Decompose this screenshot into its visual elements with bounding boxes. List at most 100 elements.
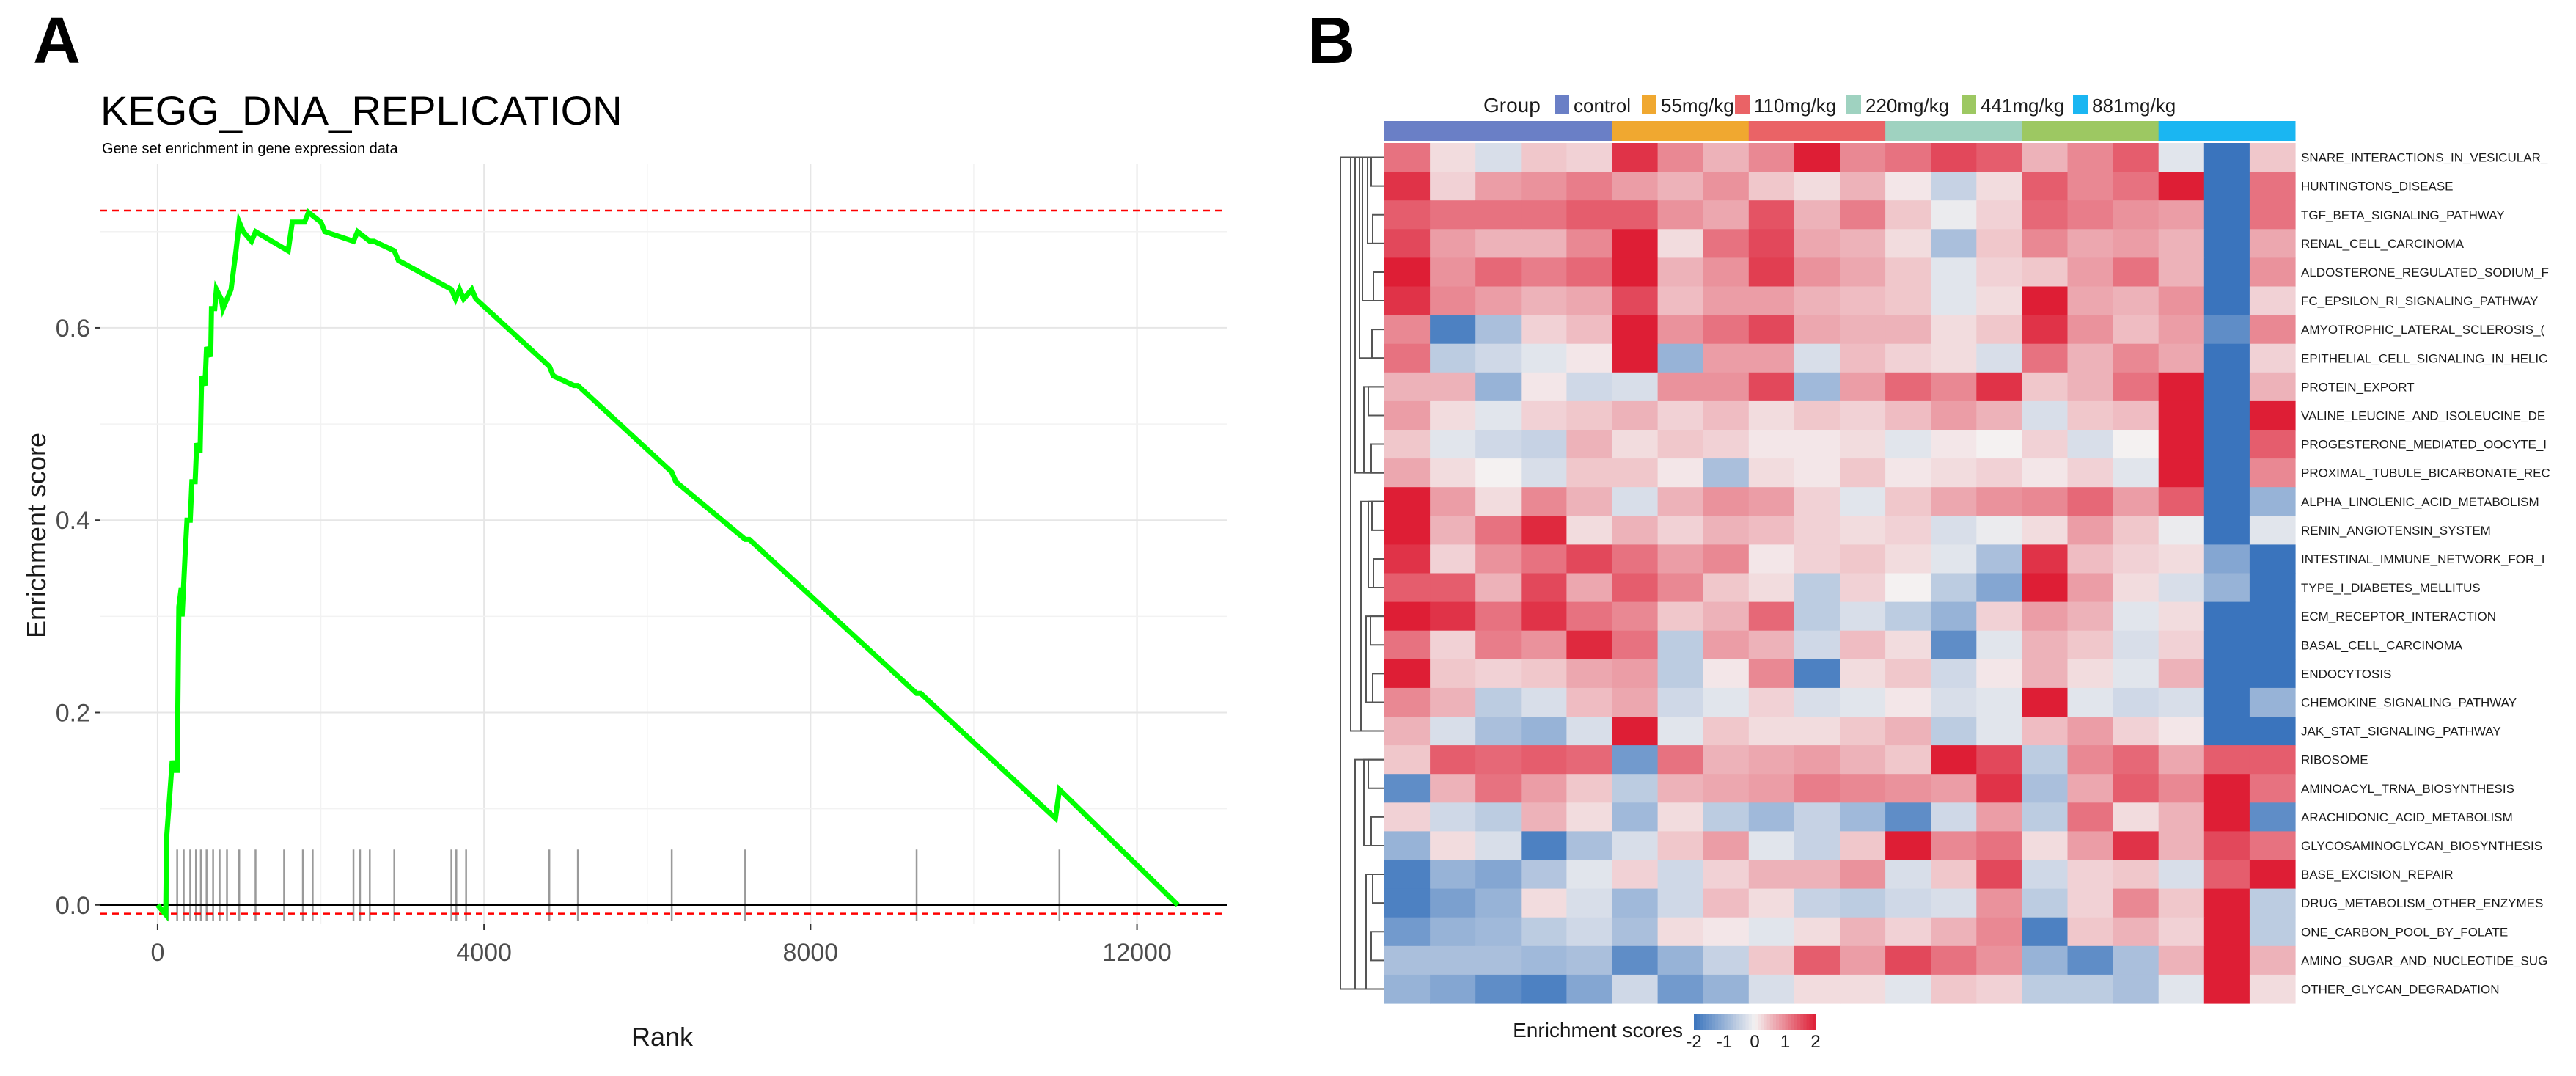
- gsea-ticks: 0 4000 8000 12000 0.0 0.2 0.4 0.6: [56, 315, 1172, 967]
- heatmap-cell: [1566, 717, 1613, 746]
- x-tick-label: 12000: [1102, 939, 1172, 967]
- heatmap-cell: [1748, 544, 1795, 574]
- heatmap-cell: [1931, 544, 1977, 574]
- heatmap-cell: [1566, 917, 1613, 947]
- heatmap-cell: [1703, 172, 1750, 201]
- heatmap-cell: [2022, 831, 2069, 861]
- row-label: VALINE_LEUCINE_AND_ISOLEUCINE_DE: [2301, 409, 2545, 422]
- heatmap-cell: [2022, 974, 2069, 1004]
- heatmap-cell: [2022, 601, 2069, 632]
- heatmap-cell: [1384, 717, 1431, 746]
- x-tick-label: 8000: [783, 939, 839, 967]
- heatmap-cell: [1703, 630, 1750, 660]
- heatmap-cell: [1566, 544, 1613, 574]
- colorbar-segment: [1794, 1014, 1798, 1030]
- heatmap-cell: [1931, 343, 1977, 373]
- group-bar-segment: [1885, 121, 2022, 141]
- heatmap-cell: [1748, 745, 1795, 775]
- heatmap-cell: [1840, 745, 1886, 775]
- heatmap-cell: [1703, 400, 1750, 431]
- heatmap-cell: [2203, 229, 2250, 258]
- heatmap-cell: [1703, 229, 1750, 258]
- row-label: DRUG_METABOLISM_OTHER_ENZYMES: [2301, 896, 2543, 910]
- heatmap-cell: [1840, 860, 1886, 890]
- group-annotation-bar: [1384, 121, 2296, 141]
- colorbar-segment: [1697, 1014, 1700, 1030]
- heatmap-cell: [2113, 200, 2159, 230]
- heatmap-cell: [2022, 945, 2069, 976]
- heatmap-cell: [1566, 659, 1613, 689]
- heatmap-cell: [1612, 172, 1659, 201]
- heatmap-cell: [2113, 888, 2159, 918]
- heatmap-cell: [1748, 315, 1795, 345]
- heatmap-cell: [1794, 774, 1841, 803]
- heatmap-cell: [1703, 945, 1750, 976]
- colorbar-segment: [1711, 1014, 1716, 1030]
- heatmap-cell: [2022, 516, 2069, 545]
- heatmap-cell: [1748, 630, 1795, 660]
- heatmap-cell: [1885, 487, 1931, 516]
- heatmap-cell: [1384, 172, 1431, 201]
- heatmap-cell: [1976, 315, 2022, 345]
- heatmap-cell: [1748, 400, 1795, 431]
- colorbar-tick-label: -1: [1717, 1032, 1732, 1052]
- heatmap-cell: [1521, 372, 1567, 402]
- legend-swatch: [2073, 95, 2088, 114]
- legend-label: control: [1574, 95, 1631, 117]
- heatmap-cell: [1976, 172, 2022, 201]
- heatmap-cell: [1703, 860, 1750, 890]
- gsea-x-axis-label: Rank: [631, 1022, 694, 1052]
- group-bar-segment: [1384, 121, 1612, 141]
- y-tick-label: 0.2: [56, 699, 90, 727]
- heatmap-cell: [1885, 745, 1931, 775]
- heatmap-cell: [2113, 687, 2159, 717]
- heatmap-cell: [1612, 343, 1659, 373]
- heatmap-cell: [1475, 831, 1522, 861]
- heatmap-cell: [2022, 343, 2069, 373]
- heatmap-cell: [1976, 286, 2022, 316]
- heatmap-cell: [2022, 458, 2069, 488]
- heatmap-cell: [1703, 372, 1750, 402]
- heatmap-cell: [1840, 200, 1886, 230]
- heatmap-cell: [1475, 286, 1522, 316]
- heatmap-cell: [2022, 257, 2069, 288]
- heatmap-cell: [1840, 717, 1886, 746]
- heatmap-cell: [2158, 487, 2205, 516]
- heatmap-cell: [1976, 544, 2022, 574]
- heatmap-cell: [1475, 717, 1522, 746]
- heatmap-cell: [1612, 717, 1659, 746]
- heatmap-cell: [1612, 860, 1659, 890]
- heatmap-cell: [1931, 372, 1977, 402]
- heatmap-cell: [1612, 802, 1659, 832]
- row-label: TGF_BETA_SIGNALING_PATHWAY: [2301, 208, 2505, 222]
- colorbar-segment: [1751, 1014, 1755, 1030]
- heatmap-cell: [1703, 343, 1750, 373]
- heatmap-cell: [1885, 343, 1931, 373]
- colorbar-segment: [1803, 1014, 1808, 1030]
- colorbar-segment: [1755, 1014, 1758, 1030]
- heatmap-cell: [2067, 343, 2114, 373]
- heatmap-cell: [2158, 802, 2205, 832]
- gsea-subtitle: Gene set enrichment in gene expression d…: [102, 141, 398, 157]
- heatmap-cell: [2067, 601, 2114, 632]
- heatmap-cell: [1521, 802, 1567, 832]
- heatmap-cell: [1430, 229, 1476, 258]
- heatmap-cell: [1703, 717, 1750, 746]
- colorbar-segment: [1806, 1014, 1810, 1030]
- legend-swatch: [1735, 95, 1750, 114]
- heatmap-cell: [1430, 487, 1476, 516]
- heatmap-cell: [1384, 860, 1431, 890]
- row-labels: SNARE_INTERACTIONS_IN_VESICULAR_ HUNTINGT…: [2301, 151, 2550, 997]
- heatmap-cell: [1566, 172, 1613, 201]
- heatmap-cell: [1885, 717, 1931, 746]
- heatmap-cell: [2067, 400, 2114, 431]
- heatmap-cell: [1384, 774, 1431, 803]
- heatmap-cell: [1840, 544, 1886, 574]
- heatmap-cell: [1612, 143, 1659, 172]
- heatmap-cell: [1384, 143, 1431, 172]
- heatmap-cell: [1840, 372, 1886, 402]
- heatmap-cell: [2158, 343, 2205, 373]
- heatmap-cell: [2158, 143, 2205, 172]
- heatmap-cell: [2203, 573, 2250, 603]
- heatmap-cell: [1703, 802, 1750, 832]
